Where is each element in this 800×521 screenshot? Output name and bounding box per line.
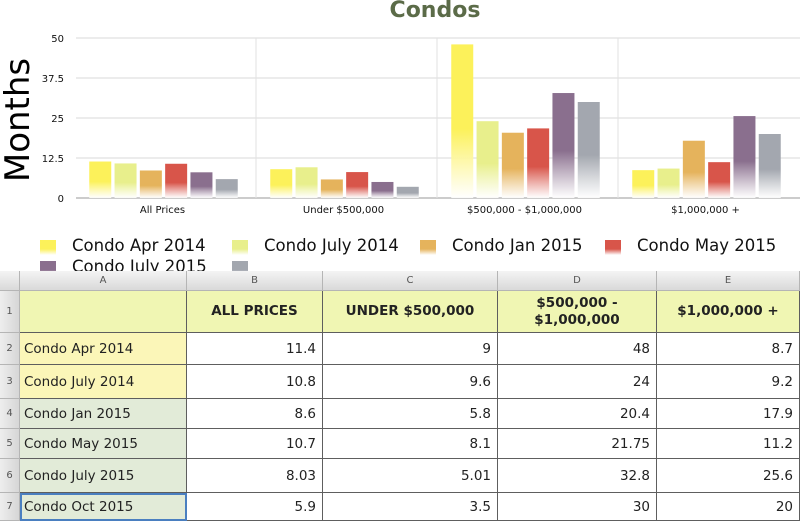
row-name-cell[interactable]: Condo July 2014	[20, 365, 187, 399]
chart-legend: Condo Apr 2014 Condo July 2014 Condo Jan 2…	[0, 236, 800, 276]
row-name-cell[interactable]: Condo July 2015	[20, 459, 187, 493]
value-cell[interactable]: 20.4	[498, 399, 657, 429]
bar	[139, 170, 162, 198]
bar	[708, 162, 731, 198]
selected-cell-outline	[20, 493, 187, 521]
legend-swatch	[420, 240, 436, 255]
header-cell[interactable]: $1,000,000 +	[657, 291, 800, 333]
value-cell[interactable]: 32.8	[498, 459, 657, 493]
y-tick-label: 25	[51, 114, 64, 125]
bar	[190, 172, 213, 198]
header-cell[interactable]: UNDER $500,000	[323, 291, 498, 333]
x-tick-label: $1,000,000 +	[671, 205, 740, 216]
value-cell[interactable]: 8.7	[657, 333, 800, 365]
header-cell[interactable]: ALL PRICES	[187, 291, 323, 333]
legend-swatch	[40, 240, 56, 255]
bar	[165, 163, 188, 198]
bar	[632, 170, 655, 198]
row-header[interactable]: 7	[0, 493, 20, 521]
value-cell[interactable]: 3.5	[323, 493, 498, 521]
bar	[89, 161, 112, 198]
bar	[396, 186, 419, 198]
bar	[758, 134, 781, 198]
header-cell[interactable]	[20, 291, 187, 333]
value-cell[interactable]: 5.8	[323, 399, 498, 429]
bar	[270, 169, 293, 198]
bar	[657, 168, 680, 198]
legend-swatch	[605, 240, 621, 255]
bar	[552, 93, 575, 198]
value-cell[interactable]: 10.8	[187, 365, 323, 399]
bar	[451, 44, 474, 199]
value-cell[interactable]: 8.6	[187, 399, 323, 429]
x-tick-label: $500,000 - $1,000,000	[467, 205, 582, 216]
value-cell[interactable]: 24	[498, 365, 657, 399]
column-header[interactable]: D	[498, 271, 657, 291]
legend-label: Condo July 2014	[264, 236, 399, 255]
value-cell[interactable]: 30	[498, 493, 657, 521]
value-cell[interactable]: 17.9	[657, 399, 800, 429]
x-tick-label: All Prices	[140, 205, 185, 216]
bar	[527, 128, 550, 198]
y-axis-label: Months	[0, 57, 38, 183]
bar	[501, 132, 524, 198]
legend-swatch	[232, 240, 248, 255]
column-header[interactable]: E	[657, 271, 800, 291]
row-name-cell[interactable]: Condo May 2015	[20, 429, 187, 459]
bar	[215, 179, 238, 198]
value-cell[interactable]: 48	[498, 333, 657, 365]
x-tick-label: Under $500,000	[303, 205, 384, 216]
bar	[320, 179, 343, 198]
spreadsheet-table[interactable]: A B C D E 1 2 3 4 5 6 7 ALL PRICES UNDER $500,000 $500…	[0, 271, 800, 521]
column-header[interactable]: A	[20, 271, 187, 291]
row-name-cell[interactable]: Condo Jan 2015	[20, 399, 187, 429]
row-header[interactable]: 5	[0, 429, 20, 459]
legend-label: Condo Jan 2015	[452, 236, 583, 255]
y-tick-label: 12.5	[42, 154, 64, 165]
value-cell[interactable]: 9	[323, 333, 498, 365]
row-header[interactable]: 2	[0, 333, 20, 365]
header-cell[interactable]: $500,000 - $1,000,000	[498, 291, 657, 333]
value-cell[interactable]: 5.9	[187, 493, 323, 521]
bar	[346, 172, 369, 198]
bar	[295, 167, 318, 198]
bar	[371, 181, 394, 198]
row-name-cell[interactable]: Condo Apr 2014	[20, 333, 187, 365]
value-cell[interactable]: 9.2	[657, 365, 800, 399]
bar	[682, 140, 705, 198]
value-cell[interactable]: 11.4	[187, 333, 323, 365]
value-cell[interactable]: 8.03	[187, 459, 323, 493]
y-tick-label: 0	[58, 194, 64, 205]
chart-title: Condos	[389, 0, 481, 23]
value-cell[interactable]: 9.6	[323, 365, 498, 399]
legend-label: Condo Apr 2014	[72, 236, 206, 255]
row-header[interactable]: 4	[0, 399, 20, 429]
y-tick-label: 50	[51, 34, 64, 45]
sheet-corner[interactable]	[0, 271, 20, 291]
value-cell[interactable]: 21.75	[498, 429, 657, 459]
bar-chart: 0 12.5 25 37.5 50 All Prices Under $500,000 $50…	[42, 34, 800, 216]
bar	[733, 116, 756, 198]
row-header[interactable]: 6	[0, 459, 20, 493]
value-cell[interactable]: 11.2	[657, 429, 800, 459]
bar	[114, 163, 137, 198]
value-cell[interactable]: 5.01	[323, 459, 498, 493]
column-header[interactable]: C	[323, 271, 498, 291]
row-header[interactable]: 1	[0, 291, 20, 333]
y-tick-label: 37.5	[42, 74, 64, 85]
bar	[476, 121, 499, 198]
value-cell[interactable]: 20	[657, 493, 800, 521]
value-cell[interactable]: 10.7	[187, 429, 323, 459]
legend-label: Condo May 2015	[637, 236, 777, 255]
row-header[interactable]: 3	[0, 365, 20, 399]
value-cell[interactable]: 8.1	[323, 429, 498, 459]
value-cell[interactable]: 25.6	[657, 459, 800, 493]
bar	[577, 102, 600, 198]
column-header[interactable]: B	[187, 271, 323, 291]
